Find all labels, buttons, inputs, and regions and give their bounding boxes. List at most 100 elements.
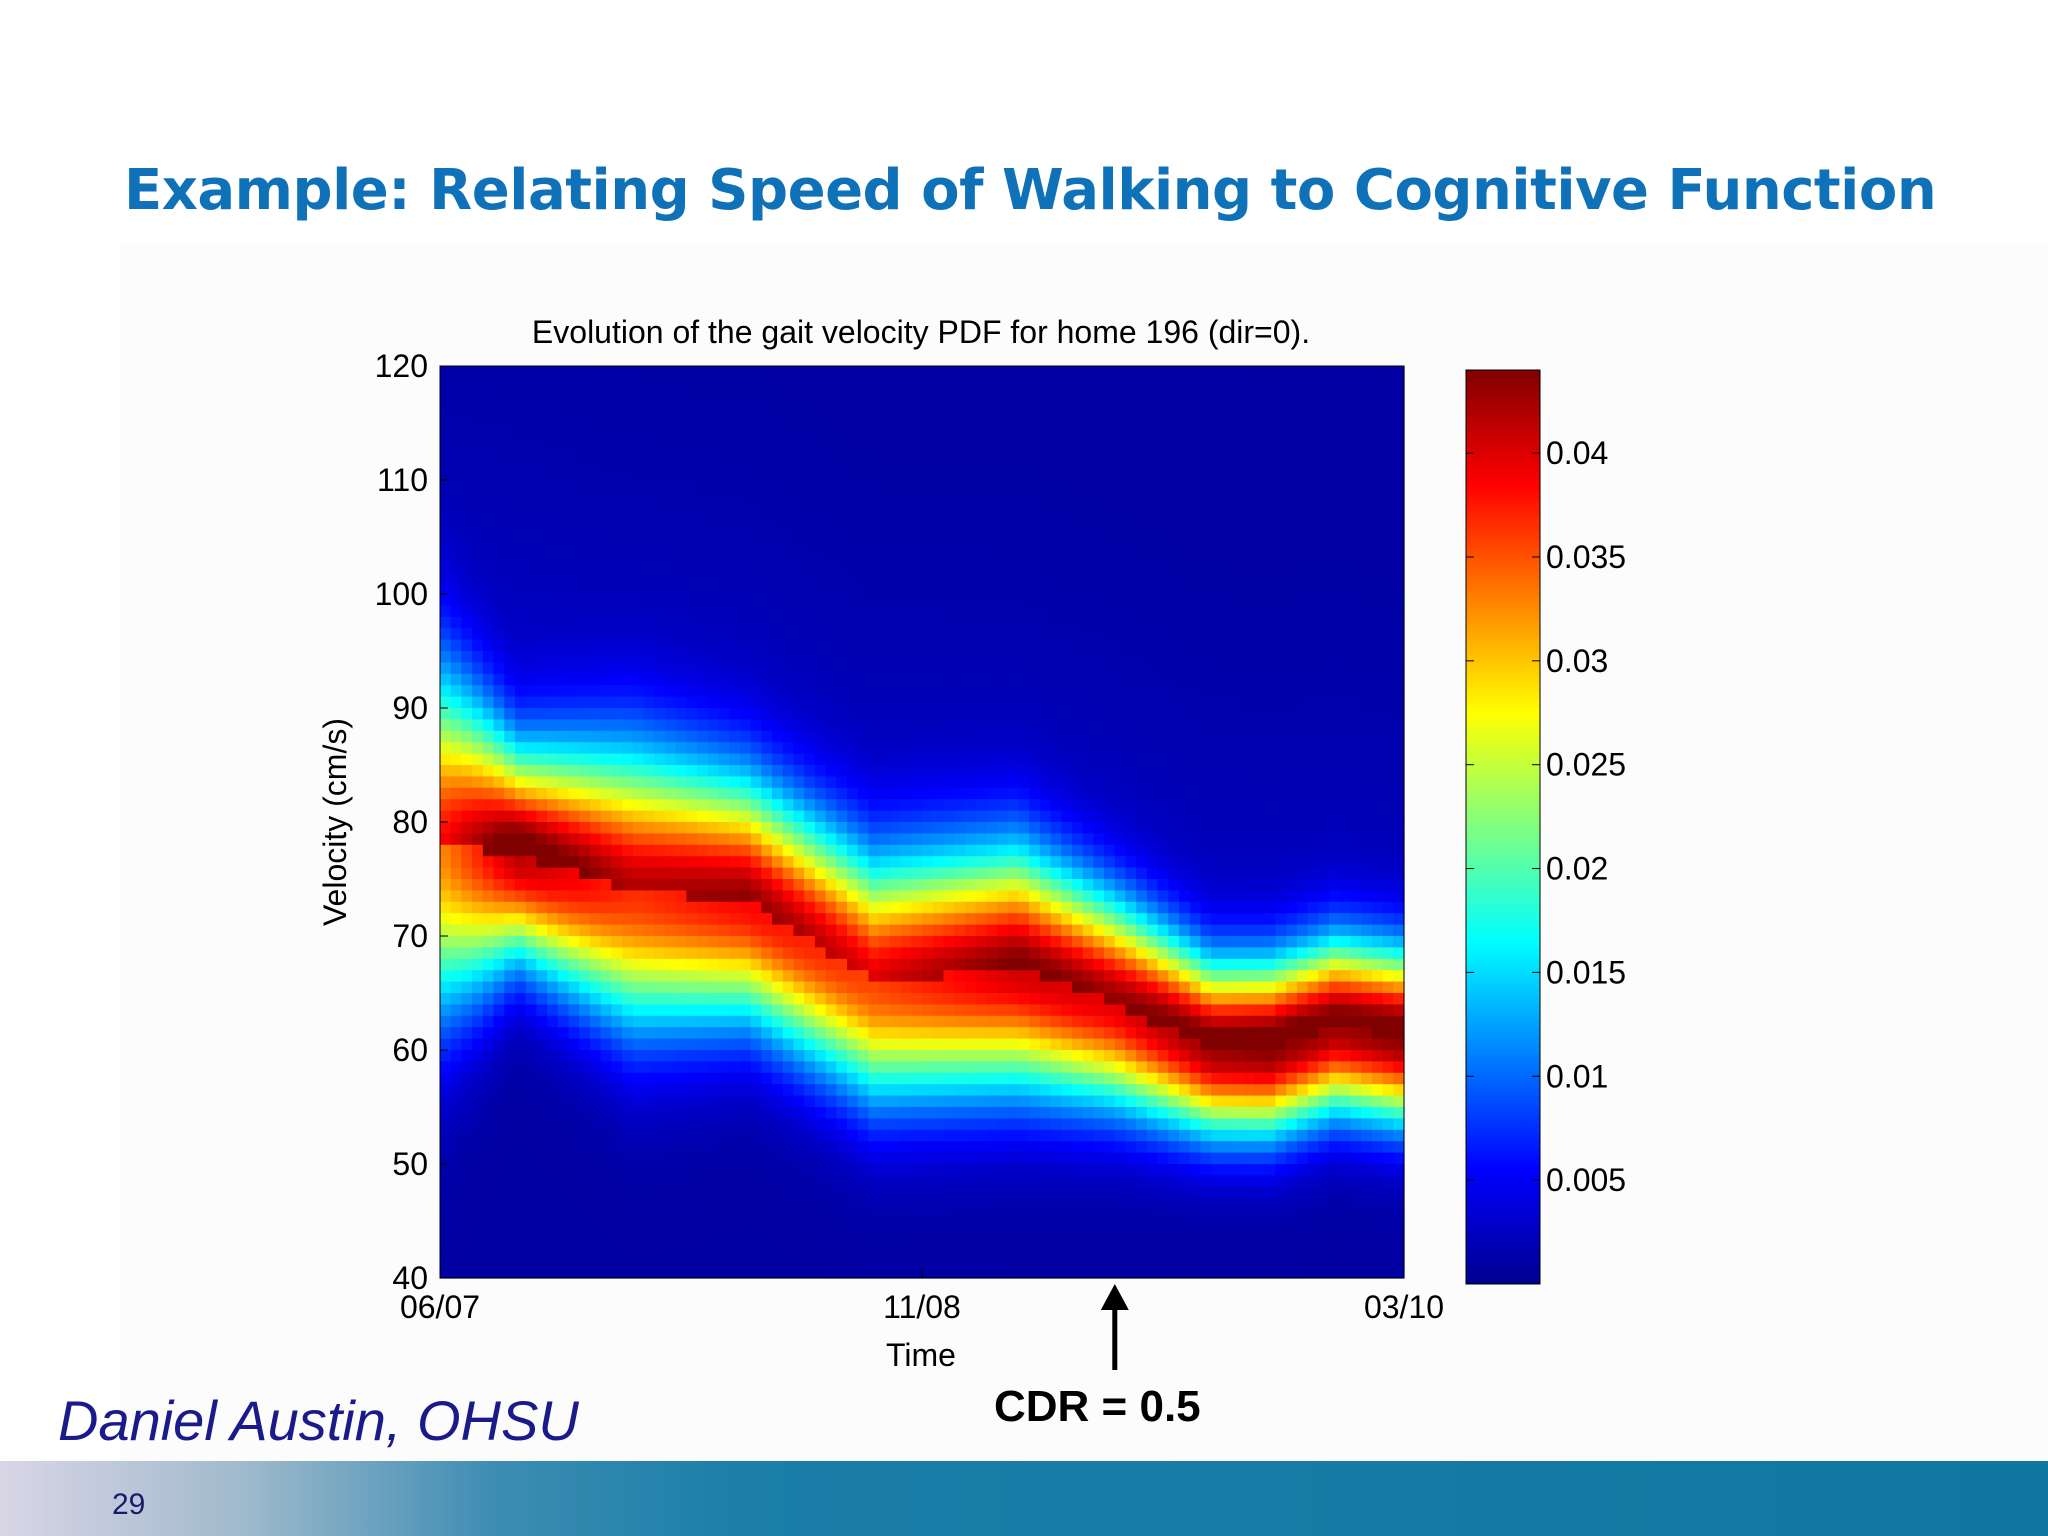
heatmap-cell	[514, 810, 527, 823]
heatmap-cell	[1061, 1118, 1073, 1131]
heatmap-cell	[536, 1175, 548, 1188]
heatmap-cell	[739, 1152, 752, 1165]
heatmap-cell	[1082, 594, 1094, 606]
heatmap-cell	[493, 1038, 505, 1051]
heatmap-cell	[857, 559, 870, 572]
heatmap-cell	[900, 1255, 912, 1268]
heatmap-cell	[1061, 434, 1073, 447]
heatmap-cell	[857, 742, 870, 755]
heatmap-cell	[461, 468, 473, 481]
heatmap-cell	[675, 1266, 687, 1279]
heatmap-cell	[1029, 1038, 1041, 1051]
heatmap-cell	[1071, 890, 1084, 903]
heatmap-cell	[643, 1232, 655, 1245]
heatmap-cell	[697, 628, 709, 641]
heatmap-cell	[986, 548, 998, 561]
heatmap-cell	[814, 742, 827, 755]
heatmap-cell	[814, 1107, 827, 1119]
heatmap-cell	[611, 1186, 623, 1199]
heatmap-cell	[1018, 936, 1030, 948]
heatmap-cell	[1039, 1004, 1052, 1017]
heatmap-cell	[1018, 1232, 1030, 1245]
heatmap-cell	[911, 708, 923, 720]
heatmap-cell	[686, 662, 698, 675]
heatmap-cell	[964, 639, 977, 652]
heatmap-cell	[868, 366, 880, 378]
heatmap-cell	[482, 1084, 495, 1097]
heatmap-cell	[440, 1141, 452, 1154]
heatmap-cell	[836, 514, 848, 527]
heatmap-cell	[547, 616, 559, 629]
heatmap-cell	[718, 1232, 730, 1245]
heatmap-cell	[1093, 685, 1105, 698]
heatmap-cell	[825, 1015, 837, 1028]
heatmap-cell	[1018, 1186, 1030, 1199]
heatmap-cell	[536, 457, 548, 470]
heatmap-cell	[729, 548, 741, 561]
heatmap-cell	[557, 1095, 570, 1108]
heatmap-cell	[750, 639, 762, 652]
heatmap-cell	[900, 423, 912, 435]
heatmap-cell	[847, 502, 859, 515]
heatmap-cell	[954, 457, 966, 470]
heatmap-cell	[879, 1015, 891, 1028]
heatmap-cell	[782, 708, 795, 720]
heatmap-cell	[1007, 1255, 1019, 1268]
heatmap-cell	[782, 400, 795, 413]
heatmap-cell	[836, 651, 848, 663]
heatmap-cell	[889, 856, 902, 869]
heatmap-cell	[557, 1198, 570, 1211]
heatmap-cell	[857, 993, 870, 1005]
heatmap-cell	[440, 958, 452, 971]
heatmap-cell	[707, 981, 720, 994]
heatmap-cell	[922, 400, 934, 413]
heatmap-cell	[1093, 594, 1105, 606]
heatmap-cell	[1039, 445, 1052, 458]
heatmap-cell	[461, 514, 473, 527]
heatmap-cell	[782, 468, 795, 481]
heatmap-cell	[804, 1255, 816, 1268]
heatmap-cell	[1082, 844, 1094, 857]
heatmap-cell	[836, 799, 848, 812]
heatmap-cell	[804, 822, 816, 834]
heatmap-cell	[504, 1095, 516, 1108]
heatmap-cell	[793, 1198, 805, 1211]
heatmap-cell	[1093, 616, 1105, 629]
heatmap-cell	[525, 1221, 537, 1233]
heatmap-cell	[975, 776, 987, 789]
heatmap-cell	[589, 799, 602, 812]
heatmap-cell	[568, 514, 580, 527]
heatmap-cell	[504, 616, 516, 629]
heatmap-cell	[1039, 1221, 1052, 1233]
heatmap-cell	[568, 411, 580, 424]
heatmap-cell	[911, 616, 923, 629]
heatmap-cell	[1093, 867, 1105, 880]
heatmap-cell	[718, 856, 730, 869]
heatmap-cell	[557, 1152, 570, 1165]
heatmap-cell	[579, 445, 591, 458]
heatmap-cell	[1082, 879, 1094, 891]
heatmap-cell	[686, 1266, 698, 1279]
heatmap-cell	[1050, 582, 1062, 595]
heatmap-cell	[525, 1243, 537, 1256]
heatmap-cell	[707, 719, 720, 732]
heatmap-cell	[697, 548, 709, 561]
heatmap-cell	[675, 833, 687, 846]
heatmap-cell	[718, 913, 730, 926]
heatmap-cell	[761, 844, 773, 857]
heatmap-cell	[889, 366, 902, 378]
heatmap-cell	[911, 1243, 923, 1256]
heatmap-cell	[836, 491, 848, 504]
heatmap-cell	[1039, 924, 1052, 937]
heatmap-cell	[472, 719, 484, 732]
heatmap-cell	[857, 1255, 870, 1268]
heatmap-cell	[761, 491, 773, 504]
heatmap-cell	[461, 366, 473, 378]
heatmap-cell	[493, 1015, 505, 1028]
heatmap-cell	[1082, 730, 1094, 743]
heatmap-cell	[536, 1061, 548, 1074]
heatmap-cell	[996, 822, 1009, 834]
heatmap-cell	[1039, 856, 1052, 869]
heatmap-cell	[729, 708, 741, 720]
heatmap-cell	[1007, 685, 1019, 698]
